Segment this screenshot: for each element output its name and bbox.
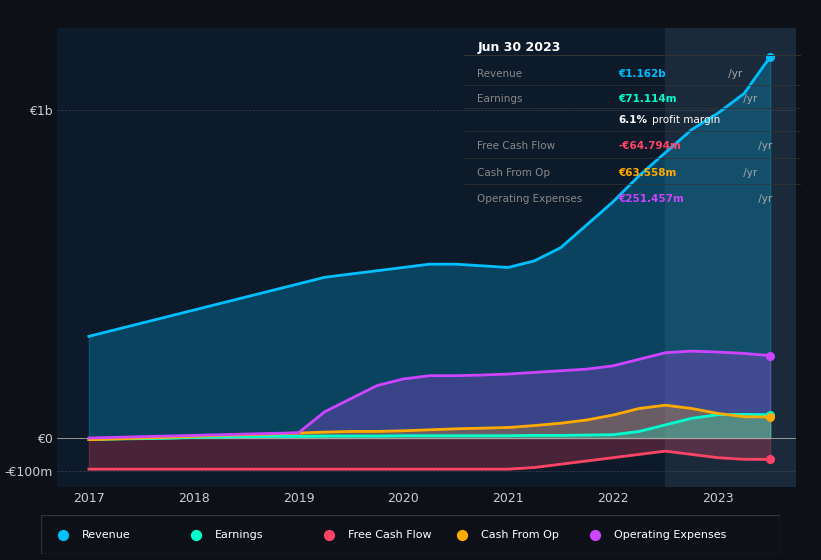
Text: profit margin: profit margin bbox=[653, 115, 721, 125]
Point bbox=[57, 530, 70, 539]
Text: Operating Expenses: Operating Expenses bbox=[477, 194, 583, 204]
Point bbox=[190, 530, 203, 539]
Text: -€64.794m: -€64.794m bbox=[619, 141, 681, 151]
Text: /yr: /yr bbox=[755, 141, 773, 151]
Point bbox=[456, 530, 469, 539]
Text: /yr: /yr bbox=[755, 194, 773, 204]
Text: Revenue: Revenue bbox=[477, 69, 522, 79]
Point bbox=[764, 53, 777, 62]
Text: Revenue: Revenue bbox=[82, 530, 131, 540]
Text: 6.1%: 6.1% bbox=[619, 115, 648, 125]
Text: Cash From Op: Cash From Op bbox=[477, 168, 550, 178]
Point bbox=[764, 413, 777, 422]
Text: Earnings: Earnings bbox=[477, 94, 523, 104]
Text: Operating Expenses: Operating Expenses bbox=[613, 530, 726, 540]
Text: Jun 30 2023: Jun 30 2023 bbox=[477, 41, 561, 54]
Bar bbox=[665, 28, 796, 487]
Text: Free Cash Flow: Free Cash Flow bbox=[477, 141, 556, 151]
Text: /yr: /yr bbox=[740, 94, 757, 104]
Point bbox=[589, 530, 602, 539]
Text: /yr: /yr bbox=[725, 69, 742, 79]
Text: €63.558m: €63.558m bbox=[619, 168, 677, 178]
Text: €71.114m: €71.114m bbox=[619, 94, 677, 104]
Text: Free Cash Flow: Free Cash Flow bbox=[348, 530, 431, 540]
Point bbox=[764, 455, 777, 464]
Text: Earnings: Earnings bbox=[215, 530, 264, 540]
Text: Cash From Op: Cash From Op bbox=[481, 530, 558, 540]
Text: €251.457m: €251.457m bbox=[619, 194, 685, 204]
Point bbox=[764, 410, 777, 419]
Text: /yr: /yr bbox=[740, 168, 757, 178]
Point bbox=[764, 351, 777, 360]
Text: €1.162b: €1.162b bbox=[619, 69, 667, 79]
Point bbox=[323, 530, 336, 539]
